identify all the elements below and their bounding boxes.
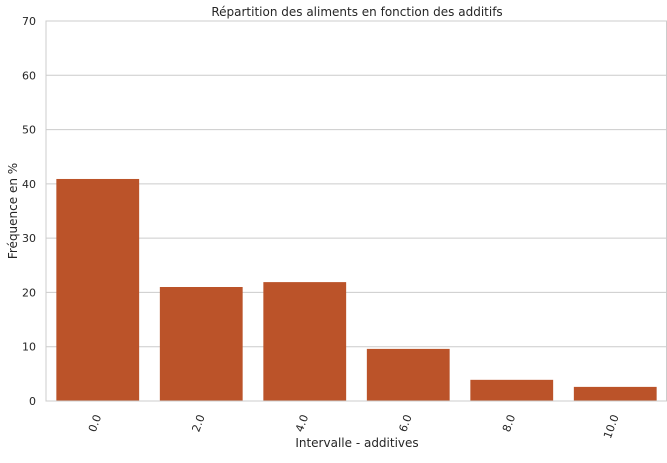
y-tick-label: 20 [22,286,36,299]
y-tick-label: 30 [22,232,36,245]
y-tick-label: 70 [22,15,36,28]
bar [366,348,450,401]
bar [573,386,657,401]
x-tick-label: 0.0 [86,413,104,434]
x-axis-label: Intervalle - additives [295,436,418,450]
x-tick-label: 2.0 [189,413,207,434]
y-tick-label: 50 [22,124,36,137]
x-tick-label: 4.0 [293,413,311,434]
x-axis-ticks: 0.0 2.0 4.0 6.0 8.0 10.0 [86,413,622,440]
chart-title: Répartition des aliments en fonction des… [211,5,502,19]
bar [263,282,347,401]
y-tick-label: 10 [22,341,36,354]
y-axis-ticks: 0 10 20 30 40 50 60 70 [22,15,36,408]
y-axis-label: Fréquence en % [6,163,20,259]
y-tick-label: 40 [22,178,36,191]
x-tick-label: 6.0 [396,413,414,434]
grid-lines [46,20,667,402]
bar [159,287,243,401]
x-tick-label: 8.0 [500,413,518,434]
y-tick-label: 0 [29,395,36,408]
x-tick-label: 10.0 [601,413,622,440]
bars [56,178,657,401]
bar [470,379,554,401]
y-tick-label: 60 [22,69,36,82]
bar [56,178,140,401]
